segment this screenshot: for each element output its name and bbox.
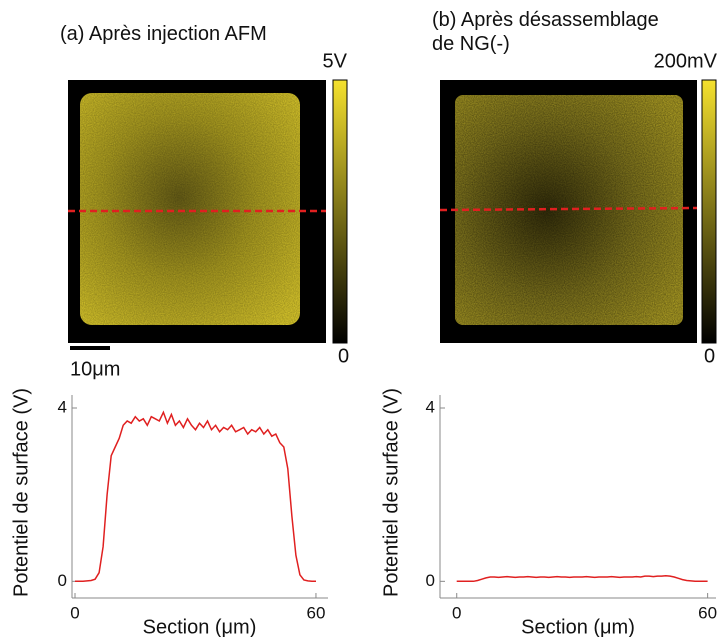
y-axis-label: Potentiel de surface (V) bbox=[380, 388, 402, 597]
section-line bbox=[439, 206, 698, 212]
x-tick-label: 60 bbox=[306, 603, 325, 622]
x-tick-label: 0 bbox=[452, 603, 461, 622]
y-tick-label: 0 bbox=[426, 571, 435, 590]
data-line bbox=[75, 410, 316, 583]
x-tick-label: 60 bbox=[698, 603, 717, 622]
y-tick-label: 4 bbox=[426, 397, 435, 416]
x-axis-label: Section (μm) bbox=[521, 616, 635, 637]
colorbar bbox=[332, 79, 348, 344]
data-line bbox=[456, 574, 708, 583]
scale-label: 10μm bbox=[70, 358, 120, 380]
colorbar-min: 0 bbox=[338, 345, 349, 367]
colorbar-max: 5V bbox=[323, 50, 348, 72]
afm-noise bbox=[80, 93, 300, 325]
y-axis-label: Potentiel de surface (V) bbox=[10, 388, 32, 597]
y-tick-label: 4 bbox=[58, 397, 67, 416]
colorbar-min: 0 bbox=[704, 345, 715, 367]
x-axis-label: Section (μm) bbox=[143, 616, 257, 637]
panel-title: (b) Après désassemblage de NG(-) bbox=[432, 9, 659, 55]
colorbar-max: 200mV bbox=[654, 50, 718, 72]
panel-title: (a) Après injection AFM bbox=[60, 23, 267, 45]
y-tick-label: 0 bbox=[58, 571, 67, 590]
colorbar bbox=[701, 79, 717, 344]
afm-noise bbox=[455, 95, 683, 325]
x-tick-label: 0 bbox=[70, 603, 79, 622]
